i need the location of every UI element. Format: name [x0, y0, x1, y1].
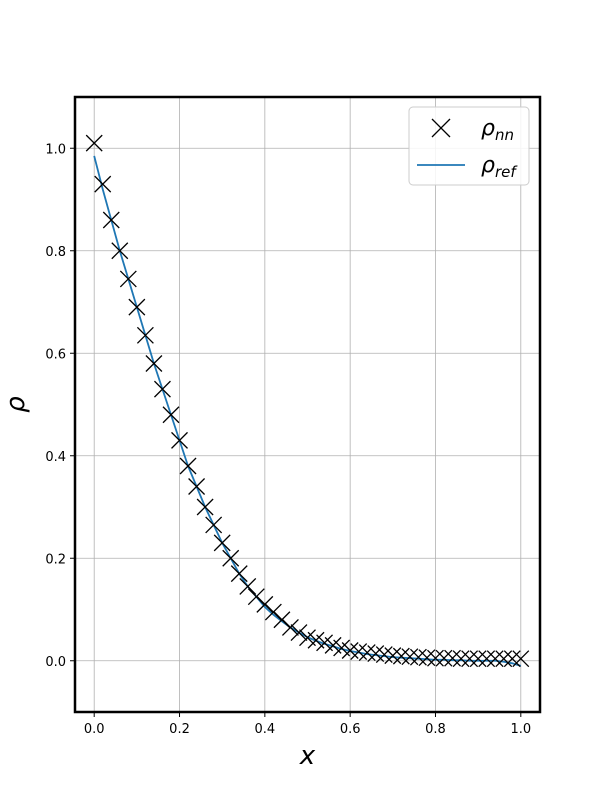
- data-point-nn: [179, 457, 197, 475]
- data-point-nn: [401, 648, 419, 666]
- x-tick-label: 0.0: [84, 722, 105, 737]
- data-point-nn: [350, 643, 368, 660]
- x-tick-label: 0.6: [340, 722, 361, 737]
- data-point-nn: [435, 649, 453, 667]
- grid: [75, 97, 540, 712]
- data-point-nn: [367, 645, 385, 663]
- data-point-nn: [136, 326, 154, 344]
- y-tick-label: 0.6: [45, 347, 66, 362]
- legend-label-base: ρ: [481, 153, 495, 178]
- data-point-nn: [188, 478, 206, 495]
- data-point-nn: [119, 270, 137, 288]
- data-point-nn: [392, 647, 410, 665]
- x-tick-label: 1.0: [510, 722, 531, 737]
- data-point-nn: [205, 516, 223, 534]
- data-point-nn: [512, 650, 530, 668]
- legend-label-subscript: nn: [495, 126, 514, 144]
- data-point-nn: [341, 642, 359, 659]
- data-point-nn: [128, 298, 146, 316]
- x-tick-label: 0.4: [254, 722, 275, 737]
- data-point-nn: [145, 355, 163, 372]
- data-point-nn: [162, 406, 180, 424]
- data-point-nn: [213, 534, 231, 552]
- x-tick-label: 0.8: [425, 722, 446, 737]
- data-point-nn: [461, 650, 479, 668]
- data-point-nn: [478, 650, 496, 668]
- legend-label: ρref: [481, 153, 518, 181]
- data-point-nn: [171, 431, 188, 449]
- data-point-nn: [111, 242, 129, 260]
- data-point-nn: [94, 175, 112, 193]
- data-point-nn: [418, 649, 436, 667]
- data-point-nn: [102, 211, 120, 229]
- y-tick-label: 0.8: [45, 245, 66, 260]
- data-point-nn: [222, 549, 240, 567]
- data-point-nn: [375, 646, 393, 664]
- legend-label-base: ρ: [481, 116, 495, 141]
- data-point-nn: [153, 380, 171, 398]
- data-point-nn: [239, 577, 257, 595]
- data-point-nn: [486, 650, 504, 668]
- data-point-nn: [230, 565, 248, 583]
- data-point-nn: [384, 647, 402, 665]
- data-point-nn: [452, 650, 470, 668]
- data-point-nn: [409, 648, 427, 666]
- data-point-nn: [196, 498, 214, 516]
- plot-series: [85, 134, 530, 668]
- y-axis-label: ρ: [1, 396, 31, 413]
- data-point-nn: [85, 134, 103, 152]
- data-point-nn: [495, 650, 513, 668]
- legend-label: ρnn: [481, 116, 514, 144]
- data-point-nn: [503, 650, 521, 668]
- y-tick-label: 0.4: [45, 450, 66, 465]
- y-tick-label: 0.2: [45, 552, 66, 567]
- data-point-nn: [358, 644, 376, 662]
- data-point-nn: [427, 649, 444, 667]
- y-tick-label: 0.0: [45, 655, 66, 670]
- y-tick-label: 1.0: [45, 142, 66, 157]
- plot-frame: [73, 95, 542, 714]
- x-axis-label: x: [299, 741, 316, 771]
- data-point-nn: [281, 618, 299, 636]
- x-tick-label: 0.2: [169, 722, 190, 737]
- ticks: 0.0 0.2 0.4 0.6 0.8 1.0 0.0 0.2 0.4 0.6 0.8 1.0: [45, 142, 531, 737]
- legend-label-subscript: ref: [495, 163, 518, 181]
- legend-marker-nn: [431, 118, 451, 138]
- data-point-nn: [444, 649, 462, 667]
- data-point-nn: [290, 624, 308, 642]
- data-point-nn: [469, 650, 487, 668]
